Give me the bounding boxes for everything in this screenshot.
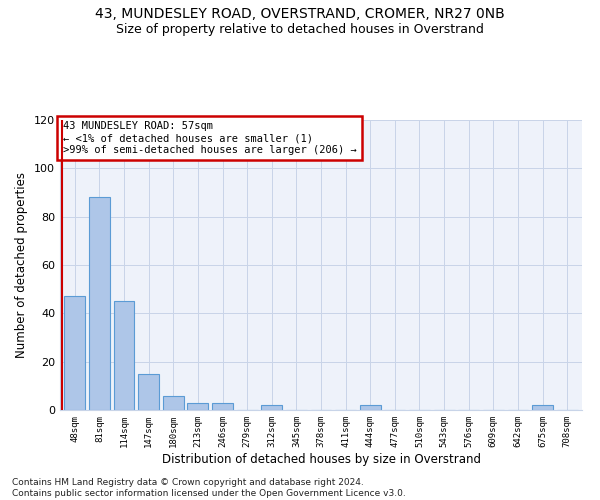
Bar — [212, 403, 233, 410]
Bar — [64, 296, 85, 410]
Text: 43 MUNDESLEY ROAD: 57sqm
← <1% of detached houses are smaller (1)
>99% of semi-d: 43 MUNDESLEY ROAD: 57sqm ← <1% of detach… — [62, 122, 356, 154]
Bar — [360, 405, 381, 410]
Y-axis label: Number of detached properties: Number of detached properties — [16, 172, 28, 358]
X-axis label: Distribution of detached houses by size in Overstrand: Distribution of detached houses by size … — [161, 452, 481, 466]
Bar — [113, 301, 134, 410]
Text: Size of property relative to detached houses in Overstrand: Size of property relative to detached ho… — [116, 22, 484, 36]
Text: 43, MUNDESLEY ROAD, OVERSTRAND, CROMER, NR27 0NB: 43, MUNDESLEY ROAD, OVERSTRAND, CROMER, … — [95, 8, 505, 22]
Bar — [261, 405, 282, 410]
Bar — [163, 396, 184, 410]
Bar — [138, 374, 159, 410]
Bar — [187, 403, 208, 410]
Bar — [89, 198, 110, 410]
Text: Contains HM Land Registry data © Crown copyright and database right 2024.
Contai: Contains HM Land Registry data © Crown c… — [12, 478, 406, 498]
Bar — [532, 405, 553, 410]
